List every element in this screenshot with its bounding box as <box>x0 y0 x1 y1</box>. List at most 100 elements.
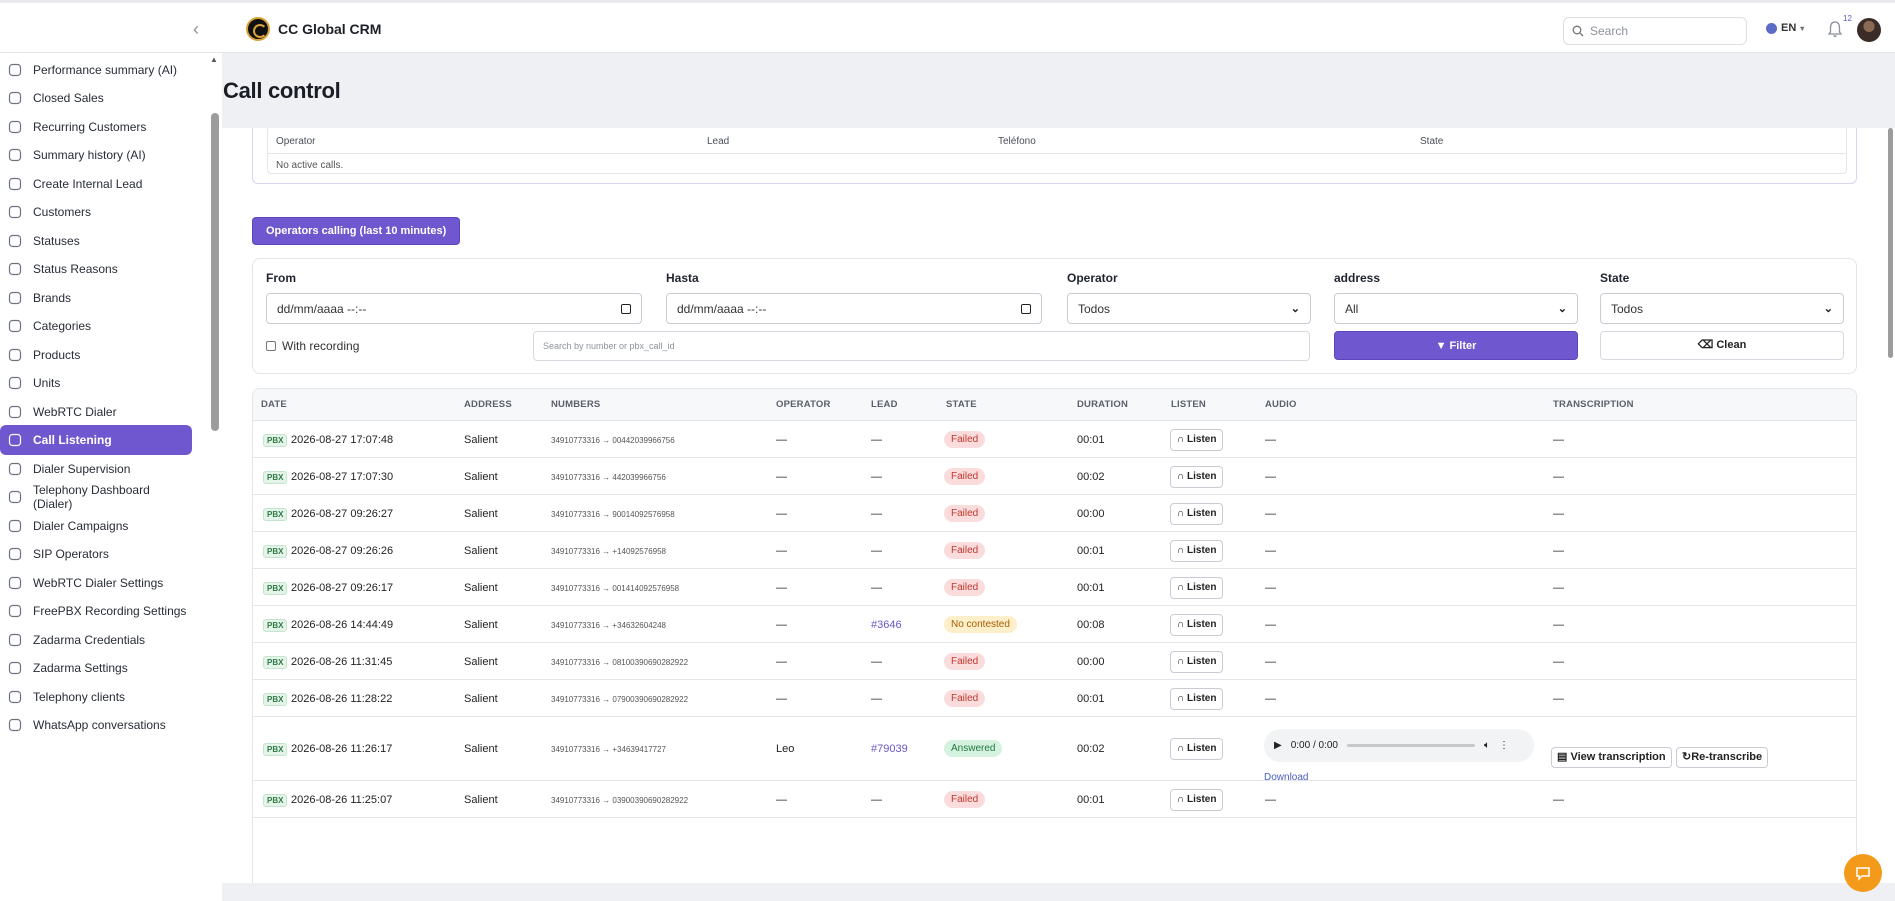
users-icon <box>8 205 22 219</box>
sidebar-item[interactable]: Telephony clients <box>0 682 192 712</box>
user-avatar[interactable] <box>1857 18 1881 42</box>
sidebar-item-label: Create Internal Lead <box>33 177 143 191</box>
listen-button[interactable]: ∩ Listen <box>1170 466 1224 488</box>
call-duration: 00:01 <box>1077 693 1105 705</box>
sidebar-item[interactable]: Create Internal Lead <box>0 169 192 199</box>
sidebar-item[interactable]: Dialer Supervision <box>0 454 192 484</box>
call-lead[interactable]: #79039 <box>871 743 908 755</box>
clean-button-label: Clean <box>1716 339 1747 351</box>
call-transcription: — <box>1553 545 1564 557</box>
listen-button[interactable]: ∩ Listen <box>1170 614 1224 636</box>
sidebar-item[interactable]: Units <box>0 368 192 398</box>
to-date-input[interactable]: dd/mm/aaaa --:-- <box>666 293 1042 324</box>
sidebar-item[interactable]: Brands <box>0 283 192 313</box>
headphones-icon: ∩ <box>1177 545 1187 556</box>
sidebar-item[interactable]: Call Listening <box>0 425 192 455</box>
checkbox[interactable] <box>266 341 276 351</box>
audio-player[interactable]: ▶ 0:00 / 0:00 🔈︎ ⋮ <box>1264 729 1534 762</box>
page-scrollbar[interactable] <box>1888 128 1893 358</box>
listen-label: Listen <box>1187 545 1217 556</box>
operator-select[interactable]: Todos ⌄ <box>1067 293 1311 324</box>
sidebar-item[interactable]: Dialer Campaigns <box>0 511 192 541</box>
bell-icon[interactable] <box>1826 20 1844 38</box>
listen-label: Listen <box>1187 508 1217 519</box>
calendar-icon[interactable] <box>621 303 631 314</box>
sidebar-item[interactable]: Customers <box>0 197 192 227</box>
sidebar-item[interactable]: Performance summary (AI) <box>0 55 192 85</box>
sidebar-item[interactable]: WebRTC Dialer <box>0 397 192 427</box>
operators-calling-button[interactable]: Operators calling (last 10 minutes) <box>252 217 461 245</box>
call-transcription: — <box>1553 434 1564 446</box>
call-lead: — <box>871 434 882 446</box>
sidebar-item[interactable]: Products <box>0 340 192 370</box>
listen-label: Listen <box>1187 619 1217 630</box>
brand[interactable]: CC Global CRM <box>246 17 381 41</box>
sidebar-item[interactable]: Recurring Customers <box>0 112 192 142</box>
pbx-tag: PBX <box>263 693 288 706</box>
table-row: PBX 2026-08-27 17:07:48 Salient 34910773316… <box>253 421 1856 458</box>
column-header: DATE <box>261 399 287 410</box>
call-lead: — <box>871 471 882 483</box>
search-input[interactable] <box>1590 24 1730 38</box>
call-lead[interactable]: #3646 <box>871 619 902 631</box>
sidebar-item[interactable]: Categories <box>0 311 192 341</box>
volume-icon[interactable]: 🔈︎ <box>1483 740 1490 751</box>
sidebar-scrollbar[interactable] <box>211 113 219 431</box>
sidebar-item[interactable]: Telephony Dashboard (Dialer) <box>0 482 192 512</box>
tag-icon <box>8 291 22 305</box>
call-numbers: 34910773316 → 07900390690282922 <box>551 695 689 704</box>
filter-icon: ▼ <box>1435 340 1447 352</box>
call-search-input[interactable]: Search by number or pbx_call_id <box>533 331 1310 361</box>
filter-button[interactable]: ▼ Filter <box>1334 331 1578 360</box>
state-select[interactable]: Todos ⌄ <box>1600 293 1844 324</box>
with-recording-checkbox[interactable]: With recording <box>266 339 359 353</box>
sidebar-item[interactable]: FreePBX Recording Settings <box>0 596 192 626</box>
listen-button[interactable]: ∩ Listen <box>1170 429 1224 451</box>
call-numbers: 34910773316 → 03900390690282922 <box>551 796 689 805</box>
listen-button[interactable]: ∩ Listen <box>1170 789 1224 811</box>
sidebar-item[interactable]: SIP Operators <box>0 539 192 569</box>
view-transcription-button[interactable]: ▤ View transcription <box>1551 747 1672 768</box>
more-options-icon[interactable]: ⋮ <box>1498 740 1509 751</box>
sidebar-item[interactable]: Statuses <box>0 226 192 256</box>
column-header: NUMBERS <box>551 399 601 410</box>
calendar-icon[interactable] <box>1021 303 1031 314</box>
sidebar-item[interactable]: WebRTC Dialer Settings <box>0 568 192 598</box>
headphones-icon: ∩ <box>1177 693 1187 704</box>
sidebar-item[interactable]: WhatsApp conversations <box>0 710 192 740</box>
sidebar-item[interactable]: Summary history (AI) <box>0 140 192 170</box>
sidebar-item[interactable]: Zadarma Credentials <box>0 625 192 655</box>
chat-button[interactable] <box>1844 854 1882 892</box>
status-badge: Answered <box>944 740 1003 757</box>
listen-button[interactable]: ∩ Listen <box>1170 577 1224 599</box>
call-lead: — <box>871 794 882 806</box>
pbx-tag: PBX <box>263 471 288 484</box>
chat-icon <box>1856 867 1870 881</box>
listen-button[interactable]: ∩ Listen <box>1170 688 1224 710</box>
scroll-up-icon[interactable]: ▲ <box>210 55 218 64</box>
listen-button[interactable]: ∩ Listen <box>1170 651 1224 673</box>
from-date-input[interactable]: dd/mm/aaaa --:-- <box>266 293 642 324</box>
address-select[interactable]: All ⌄ <box>1334 293 1578 324</box>
listen-button[interactable]: ∩ Listen <box>1170 540 1224 562</box>
global-search[interactable] <box>1563 17 1747 45</box>
listen-button[interactable]: ∩ Listen <box>1170 503 1224 525</box>
collapse-sidebar-icon[interactable]: ‹ <box>193 19 199 39</box>
language-selector[interactable]: EN ▾ <box>1766 22 1804 34</box>
headphones-icon: ∩ <box>1177 582 1187 593</box>
listen-button[interactable]: ∩ Listen <box>1170 738 1224 760</box>
download-link[interactable]: Download <box>1264 772 1309 783</box>
call-operator: — <box>776 619 787 631</box>
sidebar-item[interactable]: Zadarma Settings <box>0 653 192 683</box>
call-operator: — <box>776 508 787 520</box>
play-icon[interactable]: ▶ <box>1274 740 1282 751</box>
audio-progress-bar[interactable] <box>1346 744 1475 747</box>
sidebar-item-label: Zadarma Settings <box>33 661 128 675</box>
state-select-value: Todos <box>1611 301 1644 316</box>
clean-button[interactable]: ⌫ Clean <box>1600 331 1844 360</box>
sidebar-item[interactable]: Closed Sales <box>0 83 192 113</box>
sidebar-item[interactable]: Status Reasons <box>0 254 192 284</box>
headphones-icon: ∩ <box>1177 619 1187 630</box>
re-transcribe-button[interactable]: ↻Re-transcribe <box>1676 747 1769 768</box>
call-numbers: 34910773316 → 00442039966756 <box>551 436 675 445</box>
